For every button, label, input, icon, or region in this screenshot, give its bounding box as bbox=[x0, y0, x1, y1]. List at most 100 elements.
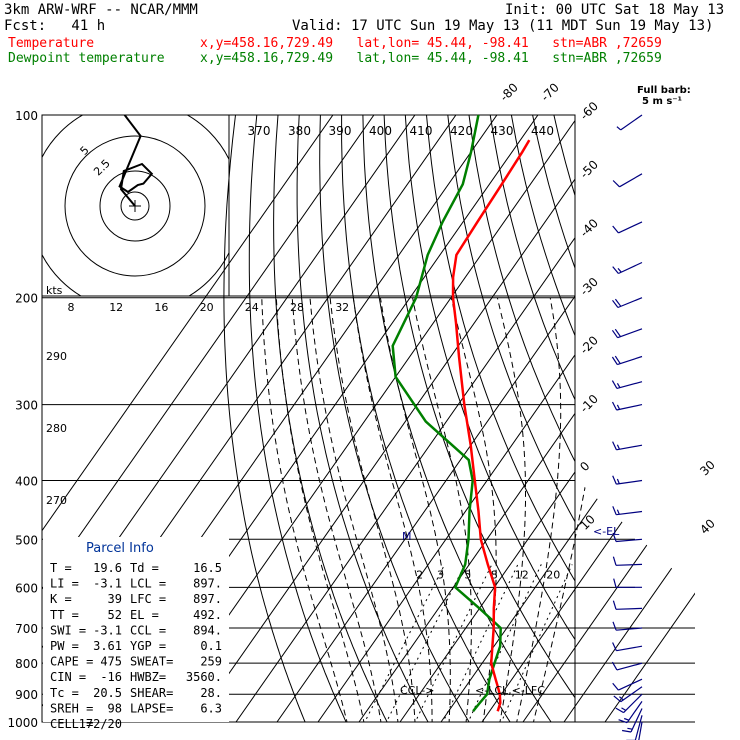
mixing-ratio-line bbox=[379, 564, 466, 722]
mixing-ratio-lines bbox=[357, 564, 573, 722]
dry-adiabat bbox=[553, 115, 575, 198]
hodograph-ring-label: 2.5 bbox=[91, 157, 113, 179]
dry-adiabat bbox=[639, 115, 740, 735]
theta-e-tick: 290 bbox=[46, 350, 67, 363]
dewpoint-legend-info: x,y=458.16,729.49 lat,lon= 45.44, -98.41… bbox=[200, 51, 662, 66]
parcel-info-value: 897. bbox=[193, 592, 222, 606]
theta-e-tick: 270 bbox=[46, 494, 67, 507]
dry-adiabat bbox=[362, 115, 552, 722]
parcel-info-value: LCL = bbox=[130, 577, 166, 591]
wind-barb bbox=[611, 661, 643, 671]
parcel-info-value: 98 bbox=[108, 701, 122, 715]
temperature-tick: -70 bbox=[538, 80, 562, 104]
theta-tick: 380 bbox=[288, 124, 311, 138]
wind-barb bbox=[618, 701, 643, 724]
barb-legend-value: 5 m s⁻¹ bbox=[642, 96, 682, 107]
theta-tick: 430 bbox=[491, 124, 514, 138]
pressure-ticks: 100 200 300 400 500 600 700 800 900 1000 bbox=[7, 109, 38, 730]
hodograph-speed-tick: 8 bbox=[68, 301, 75, 314]
dry-adiabat bbox=[223, 115, 306, 722]
parcel-info-title: Parcel Info bbox=[86, 541, 154, 556]
mixing-ratio-tick: 8 bbox=[491, 569, 498, 582]
mixing-ratio-tick: 5 bbox=[464, 569, 471, 582]
dry-adiabat bbox=[341, 115, 511, 722]
parcel-info-value: 475 bbox=[100, 655, 122, 669]
moist-adiabat bbox=[529, 297, 604, 722]
moist-adiabat bbox=[261, 297, 351, 722]
temperature-tick: -30 bbox=[577, 275, 601, 299]
mixing-ratio-tick: 20 bbox=[546, 569, 560, 582]
hodograph-trace bbox=[118, 115, 154, 207]
el-marker: <-EL bbox=[593, 525, 620, 538]
pressure-tick: 700 bbox=[15, 622, 38, 636]
isotherm-line bbox=[276, 115, 695, 722]
pressure-tick: 900 bbox=[15, 688, 38, 702]
mixing-ratio-ticks: 2 3 5 8 12 20 bbox=[416, 569, 560, 582]
hodograph: 52.5 bbox=[42, 115, 229, 296]
barb-legend-title: Full barb: bbox=[637, 85, 691, 96]
mixing-ratio-tick: 2 bbox=[416, 569, 423, 582]
parcel-info-value: 492. bbox=[193, 608, 222, 622]
temperature-tick: -80 bbox=[497, 80, 521, 104]
theta-tick: 440 bbox=[531, 124, 554, 138]
moist-adiabats bbox=[261, 297, 604, 722]
dry-adiabat bbox=[447, 115, 575, 523]
dry-adiabat bbox=[618, 115, 740, 735]
pressure-tick: 400 bbox=[15, 475, 38, 489]
parcel-info-value: -3.1 bbox=[93, 623, 122, 637]
hodograph-speed-tick: 28 bbox=[290, 301, 304, 314]
forecast-hour: Fcst: 41 h bbox=[4, 18, 106, 34]
parcel-info-value: SREH = bbox=[50, 701, 93, 715]
wind-barb bbox=[612, 678, 643, 691]
moist-adiabat bbox=[513, 297, 562, 722]
dry-adiabat bbox=[574, 115, 575, 117]
parcel-info-value: 52 bbox=[108, 608, 122, 622]
model-title: 3km ARW-WRF -- NCAR/MMM bbox=[4, 2, 198, 18]
pressure-tick: 600 bbox=[15, 581, 38, 595]
parcel-info-value: 3.61 bbox=[93, 639, 122, 653]
parcel-info-value: CIN = bbox=[50, 670, 86, 684]
temperature-legend-label: Temperature bbox=[8, 36, 95, 51]
parcel-info-value: 894. bbox=[193, 623, 222, 637]
isotherm-line bbox=[42, 115, 334, 722]
moist-adiabat bbox=[496, 297, 526, 722]
parcel-info-value: 0.1 bbox=[200, 639, 222, 653]
dewpoint-legend-label: Dewpoint temperature bbox=[8, 51, 165, 66]
wind-barb bbox=[611, 328, 643, 339]
moist-adiabat bbox=[352, 297, 433, 722]
parcel-info-value: YGP = bbox=[130, 639, 166, 653]
pressure-tick: 100 bbox=[15, 109, 38, 123]
wind-barb bbox=[612, 600, 643, 610]
wind-barb bbox=[612, 642, 643, 652]
isotherm-line bbox=[194, 115, 621, 722]
parcel-info-rows: T = 19.6 Td = 16.5 LI = -3.1 LCL = 897. K = 39 LFC… bbox=[50, 561, 222, 731]
parcel-info-value: LFC = bbox=[130, 592, 166, 606]
parcel-info-value: SWEAT= bbox=[130, 655, 173, 669]
wind-barb bbox=[612, 173, 643, 188]
pressure-tick: 300 bbox=[15, 399, 38, 413]
dry-adiabat bbox=[510, 115, 575, 337]
parcel-info-box: Parcel Info T = 19.6 Td = 16.5 LI = -3.1 LCL =… bbox=[43, 537, 229, 731]
ccl-marker: CCL-> bbox=[400, 684, 434, 697]
wind-barb bbox=[638, 721, 643, 740]
hodograph-ring bbox=[99, 170, 171, 242]
mixing-ratio-tick: 12 bbox=[515, 569, 529, 582]
theta-e-ticks: 290 280 270 bbox=[46, 350, 67, 507]
dry-adiabat bbox=[273, 115, 388, 722]
pressure-tick: 1000 bbox=[7, 716, 38, 730]
wind-barb bbox=[612, 506, 643, 516]
hodograph-speed-tick: 20 bbox=[200, 301, 214, 314]
parcel-info-value: 259 bbox=[200, 655, 222, 669]
dry-adiabat bbox=[681, 115, 740, 735]
hodograph-units: kts bbox=[46, 284, 63, 297]
hodograph-speed-tick: 16 bbox=[154, 301, 168, 314]
parcel-info-value: EL = bbox=[130, 608, 159, 622]
hodograph-ring bbox=[120, 191, 150, 221]
wind-barb bbox=[612, 621, 643, 631]
temperature-tick: -10 bbox=[577, 392, 601, 416]
hodograph-speed-tick: 32 bbox=[335, 301, 349, 314]
dry-adiabat bbox=[468, 115, 575, 463]
theta-tick: 410 bbox=[410, 124, 433, 138]
temperature-legend-info: x,y=458.16,729.49 lat,lon= 45.44, -98.41… bbox=[200, 36, 662, 51]
